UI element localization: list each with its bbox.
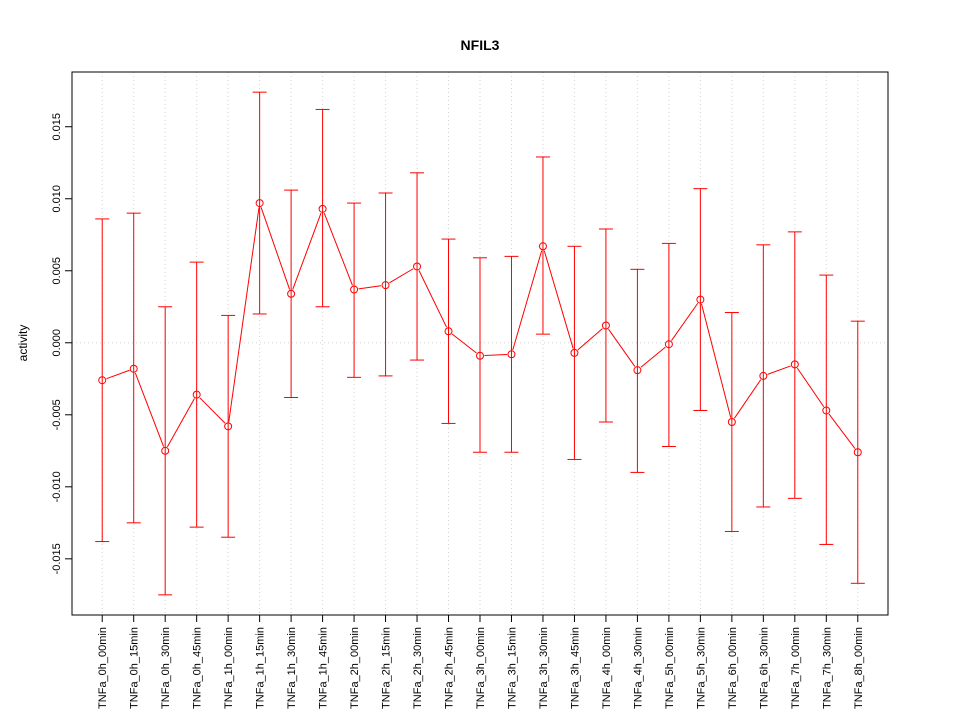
data-point [255, 199, 264, 208]
series-line-segment [418, 270, 448, 328]
series-line-segment [358, 285, 382, 290]
x-tick-label: TNFa_6h_30min [758, 627, 770, 709]
data-point [350, 285, 359, 294]
series-line-segment [828, 413, 856, 449]
x-tick-label: TNFa_3h_30min [538, 627, 550, 709]
x-tick-label: TNFa_0h_15min [129, 627, 141, 709]
series-line-segment [484, 354, 508, 357]
data-point [696, 295, 705, 304]
x-tick-label: TNFa_1h_45min [318, 627, 330, 709]
series-line-segment [451, 333, 477, 354]
x-tick-label: TNFa_4h_30min [632, 627, 644, 709]
series-line-segment [640, 346, 666, 368]
x-tick-label: TNFa_5h_30min [695, 627, 707, 709]
data-point [790, 360, 799, 369]
data-point [853, 448, 862, 457]
y-tick-label: 0.010 [51, 185, 63, 213]
y-axis-label: activity [16, 325, 30, 362]
x-tick-label: TNFa_5h_00min [664, 627, 676, 709]
x-tick-label: TNFa_2h_30min [412, 627, 424, 709]
series-line-segment [701, 303, 732, 418]
series-line-segment [166, 398, 195, 448]
data-point [98, 376, 107, 385]
series-line-segment [577, 328, 603, 351]
data-point [192, 390, 201, 399]
series-line-segment [292, 212, 322, 290]
data-point [822, 406, 831, 415]
data-point [129, 364, 138, 373]
series-line-segment [512, 250, 543, 351]
marks [95, 91, 865, 596]
data-point [633, 366, 642, 375]
y-axis: -0.015 -0.010 -0.005 0.000 0.005 0.010 0.015 [51, 113, 73, 574]
data-point [161, 446, 170, 455]
x-tick-label: TNFa_6h_00min [727, 627, 739, 709]
data-point [444, 327, 453, 336]
data-point [727, 417, 736, 426]
x-tick-label: TNFa_3h_00min [475, 627, 487, 709]
series-line-segment [733, 379, 762, 419]
x-axis: TNFa_0h_00min TNFa_0h_15min TNFa_0h_30min T… [97, 614, 865, 709]
y-tick-label: -0.015 [51, 543, 63, 574]
x-tick-label: TNFa_3h_45min [569, 627, 581, 709]
data-point [507, 350, 516, 359]
x-tick-label: TNFa_3h_15min [506, 627, 518, 709]
x-tick-label: TNFa_1h_30min [286, 627, 298, 709]
y-tick-label: 0.015 [51, 113, 63, 141]
series-line-segment [767, 365, 791, 375]
data-point [224, 422, 233, 431]
x-tick-label: TNFa_8h_00min [853, 627, 865, 709]
x-tick-label: TNFa_2h_15min [381, 627, 393, 709]
data-point [570, 348, 579, 357]
y-tick-label: 0.005 [51, 257, 63, 285]
series-line-segment [134, 372, 165, 447]
x-tick-label: TNFa_7h_00min [790, 627, 802, 709]
y-tick-label: -0.010 [51, 471, 63, 502]
x-tick-label: TNFa_1h_00min [223, 627, 235, 709]
data-point [318, 204, 327, 213]
data-point [381, 281, 390, 290]
x-tick-label: TNFa_0h_30min [160, 627, 172, 709]
x-tick-label: TNFa_2h_45min [444, 627, 456, 709]
y-tick-label: 0.000 [51, 329, 63, 357]
series-line-segment [389, 268, 414, 284]
series-line-segment [323, 212, 353, 286]
data-point [601, 321, 610, 330]
series-line-segment [260, 207, 291, 290]
x-tick-label: TNFa_2h_00min [349, 627, 361, 709]
x-tick-label: TNFa_7h_30min [821, 627, 833, 709]
chart-title: NFIL3 [461, 37, 500, 53]
series-line-segment [796, 367, 825, 408]
x-tick-label: TNFa_4h_00min [601, 627, 613, 709]
data-point [287, 289, 296, 298]
data-point [538, 242, 547, 251]
x-tick-label: TNFa_0h_00min [97, 627, 109, 709]
x-tick-label: TNFa_0h_45min [192, 627, 204, 709]
data-point [759, 371, 768, 380]
series-line-segment [608, 328, 636, 367]
series-line-segment [199, 397, 226, 424]
series-line-segment [671, 302, 699, 341]
data-point [476, 351, 484, 360]
series-line-segment [543, 250, 574, 349]
y-tick-label: -0.005 [51, 399, 63, 430]
x-tick-label: TNFa_1h_15min [255, 627, 267, 709]
data-point [664, 340, 673, 349]
data-point [413, 262, 422, 271]
series-line-segment [228, 207, 260, 422]
series-line-segment [106, 369, 130, 380]
